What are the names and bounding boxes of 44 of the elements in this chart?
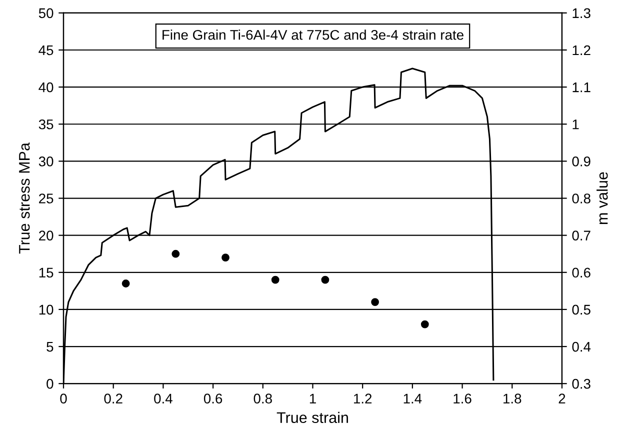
y-tick-label: 30 — [38, 156, 54, 166]
y2-tick-label: 0.4 — [572, 342, 591, 352]
x-tick-label: 1.8 — [504, 394, 522, 404]
y2-tick-label: 1.3 — [572, 8, 590, 18]
x-tick-label: 1.2 — [354, 394, 372, 404]
x-tick-label: 0.4 — [154, 394, 172, 404]
x-axis-title: True strain — [276, 412, 348, 424]
y2-tick-label: 0.7 — [572, 230, 590, 240]
point — [420, 320, 429, 328]
y2-axis-title: m value — [596, 172, 608, 224]
annotation: Fine Grain Ti-6Al-4V at 775C and 3e-4 strain rate — [162, 30, 464, 40]
y-tick-label: 50 — [38, 8, 54, 18]
y-axis-title: True stress MPa — [19, 142, 30, 254]
y2-tick-label: 0.8 — [572, 194, 590, 204]
x-tick-label: 0 — [60, 394, 67, 404]
y-tick-label: 0 — [46, 378, 54, 389]
point — [371, 298, 379, 306]
y-tick-label: 5 — [46, 342, 54, 352]
y2-tick-label: 0.5 — [572, 304, 590, 315]
y-tick-label: 45 — [38, 45, 54, 56]
point — [172, 250, 180, 258]
x-tick-label: 1 — [310, 394, 316, 404]
point — [271, 276, 280, 284]
x-tick-label: 0.2 — [104, 394, 122, 404]
y2-tick-label: 1.1 — [572, 82, 590, 92]
point — [222, 254, 230, 262]
y-tick-label: 35 — [38, 119, 54, 130]
y-tick-label: 20 — [39, 230, 54, 240]
y2-tick-label: 1.2 — [572, 45, 590, 56]
x-tick-label: 1.6 — [454, 394, 472, 404]
y2-tick-label: 0.9 — [572, 156, 590, 166]
y2-tick-label: 0.6 — [572, 268, 590, 278]
x-tick-label: 0.6 — [204, 394, 222, 404]
x-tick-label: 2 — [558, 394, 566, 404]
y-tick-label: 25 — [39, 194, 54, 204]
y2-tick-label: 0.3 — [572, 378, 590, 389]
y-tick-label: 15 — [39, 268, 54, 278]
x-tick-label: 1.4 — [404, 394, 422, 404]
y2-tick-label: 1 — [572, 120, 579, 130]
y-tick-label: 40 — [38, 82, 54, 92]
point — [122, 280, 130, 288]
y-tick-label: 10 — [39, 304, 54, 315]
x-tick-label: 0.8 — [254, 394, 272, 404]
point — [321, 276, 330, 284]
